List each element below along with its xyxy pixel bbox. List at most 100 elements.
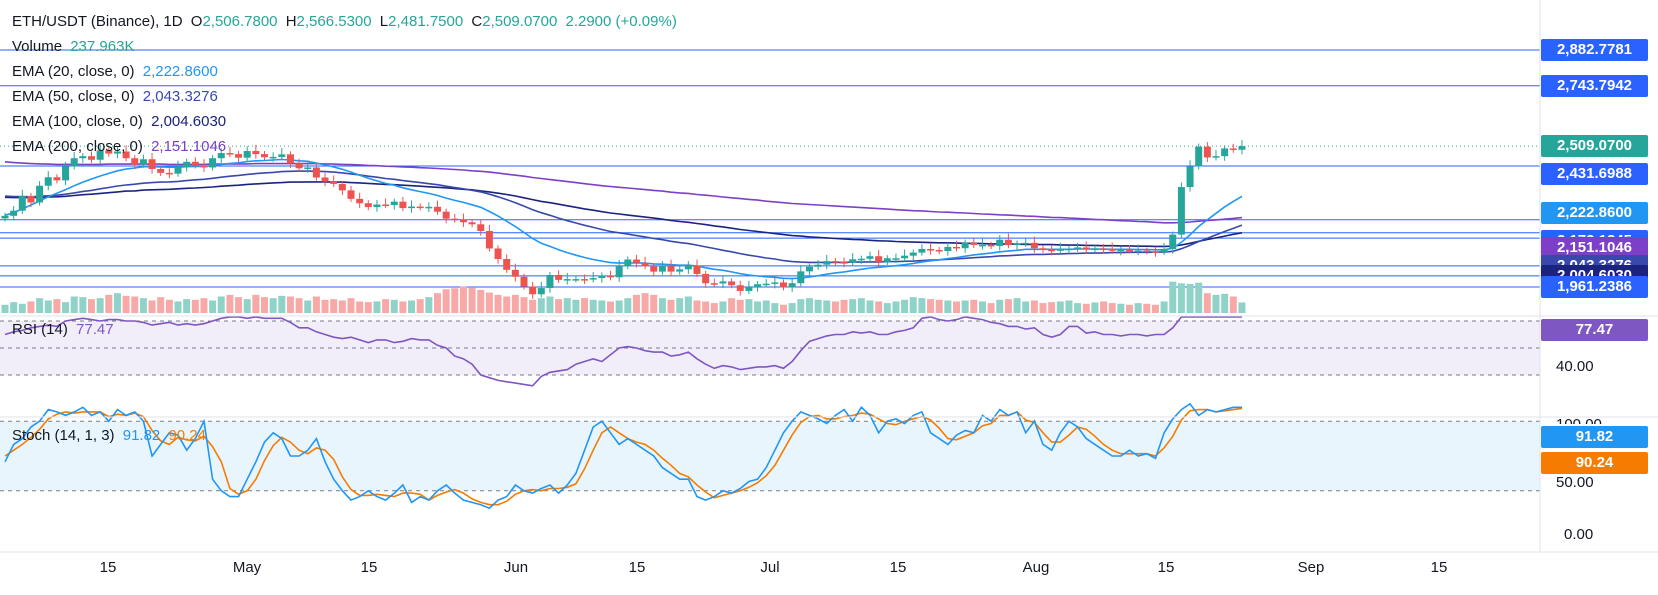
candle-body <box>563 279 571 281</box>
volume-bar <box>1229 296 1237 313</box>
volume-bar <box>79 297 87 313</box>
volume-bar <box>1074 303 1082 313</box>
candlesticks <box>1 139 1246 299</box>
candle-body <box>459 219 467 223</box>
candle-body <box>1126 249 1133 252</box>
volume-bar <box>546 296 554 313</box>
candle-body <box>875 256 883 262</box>
volume-bar <box>719 301 727 313</box>
candle-body <box>849 259 857 263</box>
candle-body <box>1056 248 1064 251</box>
volume-bar <box>1022 301 1030 313</box>
volume-bar <box>347 298 355 313</box>
candle-body <box>451 218 459 221</box>
volume-bar <box>70 296 78 313</box>
volume-bar <box>62 302 70 313</box>
candle-body <box>546 274 554 289</box>
candle-body <box>243 151 251 158</box>
candle-body <box>658 265 666 272</box>
candle-body <box>209 158 217 168</box>
volume-bar <box>1160 301 1168 313</box>
candle-body <box>36 185 44 203</box>
volume-bar <box>1177 283 1185 313</box>
candle-body <box>165 172 173 175</box>
volume-bar <box>520 297 528 313</box>
x-tick-label: Sep <box>1298 559 1325 576</box>
volume-bar <box>1126 304 1133 313</box>
candle-body <box>434 206 441 212</box>
ema50-legend-value: 2,043.3276 <box>142 88 218 105</box>
candle-body <box>330 181 338 184</box>
candle-body <box>970 242 978 245</box>
volume-bar <box>1065 300 1073 313</box>
candle-body <box>286 154 294 164</box>
volume-bar <box>235 297 243 313</box>
candle-body <box>304 167 312 169</box>
volume-bar <box>909 297 917 313</box>
volume-bar <box>883 303 891 313</box>
volume-bar <box>1056 301 1064 313</box>
stoch-axis-50: 50.00 <box>1556 474 1594 491</box>
volume-bar <box>537 298 545 313</box>
volume-bar <box>330 299 338 313</box>
volume-bar <box>442 289 450 313</box>
high-label: H <box>285 13 297 30</box>
volume-bar <box>875 301 883 313</box>
volume-bar <box>555 299 563 313</box>
candle-body <box>719 281 727 284</box>
volume-bar <box>105 294 113 313</box>
volume-bar <box>658 298 666 313</box>
candle-body <box>693 265 701 274</box>
candle-body <box>131 158 139 165</box>
candle-body <box>183 161 191 167</box>
volume-bar <box>650 294 658 313</box>
candle-body <box>1143 250 1151 253</box>
ema20-legend: EMA (20, close, 0) 2,222.8600 <box>12 63 222 80</box>
volume-bar <box>1082 303 1090 313</box>
volume-bar <box>953 301 960 313</box>
candle-body <box>70 158 78 167</box>
volume-bar <box>511 294 519 313</box>
candle-body <box>122 151 130 159</box>
x-tick-label: Jun <box>504 559 528 576</box>
candle-body <box>1013 243 1021 246</box>
ema20-legend-label: EMA (20, close, 0) <box>12 63 135 80</box>
volume-bar <box>1 304 9 313</box>
volume-bar <box>53 299 61 313</box>
volume-bar <box>624 298 632 313</box>
volume-bar <box>321 299 329 313</box>
candle-body <box>226 153 234 155</box>
open-value: 2,506.7800 <box>202 13 278 30</box>
candle-body <box>105 150 113 154</box>
candle-body <box>364 203 372 208</box>
x-tick-label: 15 <box>1431 559 1448 576</box>
volume-bar <box>1048 302 1056 313</box>
volume-bar <box>408 300 416 313</box>
candle-body <box>710 283 718 285</box>
x-tick-label: 15 <box>361 559 378 576</box>
candle-body <box>235 154 243 158</box>
volume-bar <box>1238 302 1246 313</box>
volume-bar <box>529 299 537 313</box>
candle-body <box>269 156 277 159</box>
ema20-line <box>4 158 1243 280</box>
volume-bar <box>857 298 865 313</box>
x-axis: 15 May 15 Jun 15 Jul 15 Aug 15 Sep 15 <box>100 559 1448 576</box>
volume-bar <box>918 298 926 313</box>
volume-bar <box>632 294 640 313</box>
volume-bar <box>607 301 614 313</box>
volume-bar <box>814 299 822 313</box>
candle-body <box>18 196 26 211</box>
volume-bar <box>961 300 969 313</box>
candle-body <box>88 156 95 160</box>
volume-bar <box>581 298 589 313</box>
candle-body <box>494 248 502 260</box>
volume-bar <box>468 287 476 313</box>
volume-bar <box>728 298 736 313</box>
candle-body <box>390 201 398 206</box>
candle-body <box>1048 249 1056 252</box>
candle-body <box>901 255 909 259</box>
candle-body <box>944 246 952 252</box>
candle-body <box>1229 148 1237 150</box>
